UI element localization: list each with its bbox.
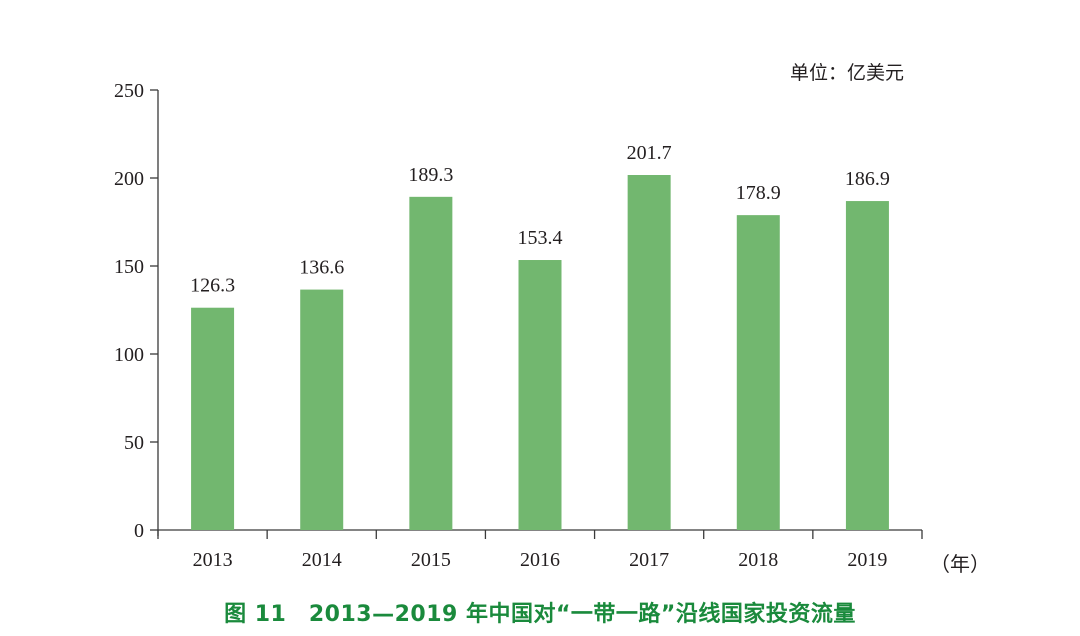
data-label: 178.9	[736, 182, 781, 204]
x-tick-label: 2019	[847, 549, 887, 571]
x-tick-label: 2018	[738, 549, 778, 571]
figure-caption: 图 11 2013—2019 年中国对“一带一路”沿线国家投资流量	[224, 602, 856, 627]
data-label: 186.9	[845, 168, 890, 190]
data-label: 189.3	[408, 164, 453, 186]
y-tick-label: 100	[114, 344, 144, 366]
x-tick-label: 2015	[411, 549, 451, 571]
x-tick-label: 2016	[520, 549, 560, 571]
x-axis: 2013 2014 2015 2016 2017 2018 2019	[157, 529, 923, 571]
bar-2017	[627, 175, 671, 530]
x-tick-label: 2017	[629, 549, 669, 571]
bar-2016	[518, 260, 562, 530]
x-tick-label: 2014	[302, 549, 342, 571]
y-tick-label: 200	[114, 168, 144, 190]
x-tick-label: 2013	[193, 549, 233, 571]
bar-2014	[300, 289, 344, 530]
y-tick-label: 50	[124, 432, 144, 454]
y-tick-label: 150	[114, 256, 144, 278]
data-label: 153.4	[518, 227, 563, 249]
y-tick-label: 0	[134, 520, 144, 542]
data-label: 136.6	[299, 257, 344, 279]
data-label: 126.3	[190, 275, 235, 297]
data-labels: 126.3 136.6 189.3 153.4 201.7 178.9 186.9	[190, 142, 890, 297]
x-axis-unit-label: （年）	[930, 552, 990, 576]
bar-2018	[736, 215, 780, 531]
data-label: 201.7	[627, 142, 672, 164]
unit-label: 单位：亿美元	[790, 62, 905, 84]
bar-2015	[409, 196, 453, 530]
bars	[191, 175, 889, 531]
bar-2019	[845, 201, 889, 530]
bar-2013	[191, 307, 235, 530]
y-axis: 0 50 100 150 200 250	[114, 80, 159, 542]
y-tick-label: 250	[114, 80, 144, 102]
